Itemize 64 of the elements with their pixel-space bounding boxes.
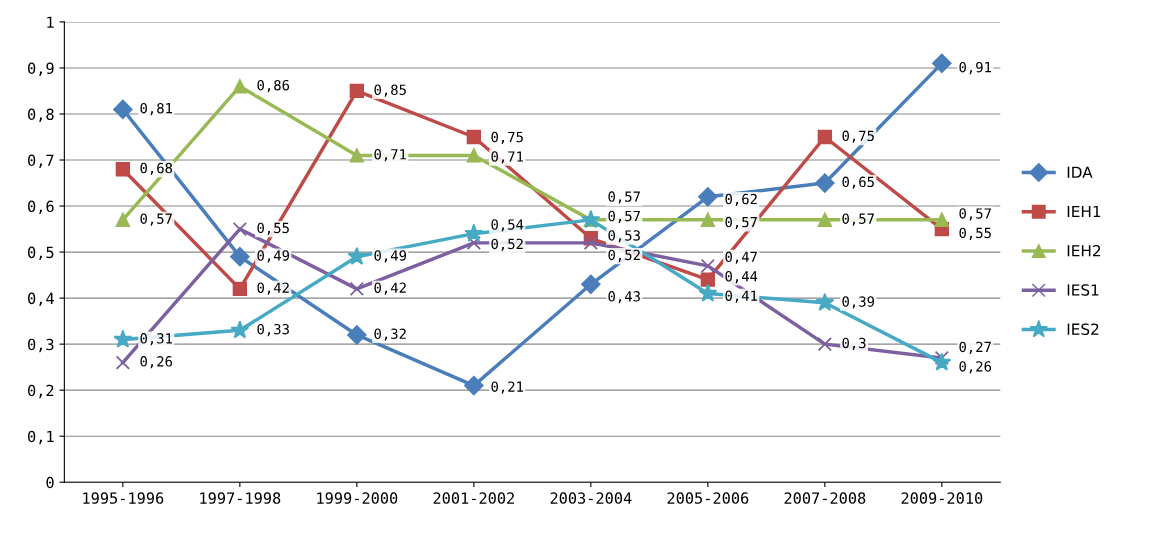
x-tick-label: 2007-2008 — [784, 492, 866, 504]
data-label: 0,33 — [257, 323, 289, 337]
y-tick-label: 0,3 — [28, 338, 54, 353]
legend-label: IES2 — [1067, 323, 1099, 335]
y-tick-label: 0,1 — [28, 430, 54, 445]
data-label: 0,43 — [608, 291, 640, 304]
data-label: 0,32 — [374, 328, 406, 341]
data-label: 0,3 — [842, 337, 866, 350]
data-label: 0,49 — [374, 250, 407, 263]
y-tick-label: 0,2 — [28, 384, 54, 399]
data-label: 0,54 — [491, 219, 524, 232]
data-label: 0,81 — [140, 102, 173, 116]
data-label: 0,85 — [374, 84, 406, 97]
data-label: 0,55 — [257, 222, 289, 235]
y-tick-label: 1 — [47, 16, 54, 28]
legend-label: IEH1 — [1067, 205, 1101, 218]
data-label: 0,91 — [959, 61, 992, 75]
data-label: 0,52 — [491, 238, 523, 251]
x-tick-label: 2001-2002 — [433, 492, 514, 504]
x-tick-label: 1999-2000 — [317, 492, 398, 504]
data-label: 0,57 — [959, 208, 991, 221]
data-label: 0,41 — [725, 290, 758, 303]
data-label: 0,27 — [959, 341, 991, 354]
legend-label: IEH2 — [1067, 244, 1101, 257]
data-label: 0,44 — [725, 271, 758, 284]
data-label: 0,57 — [725, 216, 757, 230]
data-label: 0,57 — [608, 210, 640, 224]
y-tick-label: 0,9 — [28, 62, 54, 76]
x-tick-label: 1997-1998 — [200, 492, 281, 504]
data-label: 0,49 — [257, 250, 290, 263]
data-label: 0,39 — [842, 296, 875, 309]
data-label: 0,68 — [140, 162, 173, 176]
y-tick-label: 0,8 — [28, 108, 54, 122]
data-label: 0,75 — [842, 130, 874, 143]
x-tick-label: 2005-2006 — [667, 492, 749, 504]
data-label: 0,57 — [140, 213, 172, 226]
data-label: 0,86 — [257, 79, 290, 93]
data-label: 0,53 — [608, 230, 640, 243]
data-label: 0,71 — [374, 148, 407, 162]
y-tick-label: 0,4 — [28, 292, 54, 307]
data-label: 0,55 — [959, 227, 991, 240]
data-label: 0,52 — [608, 249, 640, 262]
data-label: 0,65 — [842, 176, 874, 189]
data-label: 0,31 — [140, 333, 173, 346]
y-tick-label: 0,6 — [28, 200, 54, 215]
x-tick-label: 2009-2010 — [901, 492, 983, 504]
data-label: 0,71 — [491, 151, 524, 164]
y-tick-label: 0,5 — [28, 246, 54, 261]
data-label: 0,42 — [374, 282, 406, 295]
legend-label: IES1 — [1067, 284, 1099, 296]
data-label: 0,75 — [491, 131, 523, 145]
data-label: 0,26 — [959, 361, 992, 374]
data-label: 0,57 — [608, 191, 640, 204]
y-tick-label: 0,7 — [28, 154, 54, 168]
data-label: 0,62 — [725, 193, 757, 207]
data-label: 0,21 — [491, 381, 524, 394]
y-tick-label: 0 — [46, 476, 54, 489]
data-label: 0,57 — [842, 213, 874, 226]
x-tick-label: 1995-1996 — [83, 492, 164, 504]
x-tick-label: 2003-2004 — [550, 492, 632, 504]
legend-label: IDA — [1067, 166, 1093, 178]
data-label: 0,26 — [140, 356, 173, 369]
data-label: 0,47 — [725, 251, 757, 264]
data-label: 0,42 — [257, 282, 289, 295]
